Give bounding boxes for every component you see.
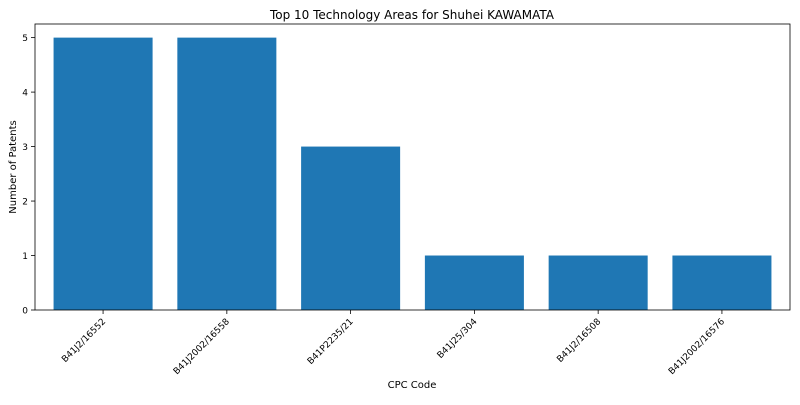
x-axis: B41J2/16552 B41J2002/16558 B41P2235/21 B41J… xyxy=(60,310,727,377)
x-tick-label: B41J2/16508 xyxy=(555,317,603,365)
x-tick-label: B41J2002/16558 xyxy=(172,317,232,377)
x-tick-label: B41P2235/21 xyxy=(306,317,356,367)
bar-B41J25/304 xyxy=(425,256,524,310)
bar-B41J2/16552 xyxy=(54,38,153,310)
x-tick-label: B41J2/16552 xyxy=(60,317,108,365)
y-tick-label: 0 xyxy=(22,307,28,317)
bars-group xyxy=(54,38,772,310)
y-tick-label: 2 xyxy=(22,198,28,208)
bar-B41J2002/16576 xyxy=(672,256,771,310)
x-axis-label: CPC Code xyxy=(388,380,437,391)
x-tick-label: B41J2002/16576 xyxy=(667,317,727,377)
y-tick-label: 3 xyxy=(22,143,28,153)
chart-title: Top 10 Technology Areas for Shuhei KAWAM… xyxy=(269,8,555,22)
bar-B41P2235/21 xyxy=(301,147,400,310)
bar-B41J2/16508 xyxy=(549,256,648,310)
y-axis: 0 1 2 3 4 5 xyxy=(22,34,35,316)
y-tick-label: 4 xyxy=(22,89,28,99)
x-tick-label: B41J25/304 xyxy=(436,317,480,361)
bar-B41J2002/16558 xyxy=(177,38,276,310)
y-axis-label: Number of Patents xyxy=(8,120,19,213)
y-tick-label: 1 xyxy=(22,252,28,262)
y-tick-label: 5 xyxy=(22,34,28,44)
